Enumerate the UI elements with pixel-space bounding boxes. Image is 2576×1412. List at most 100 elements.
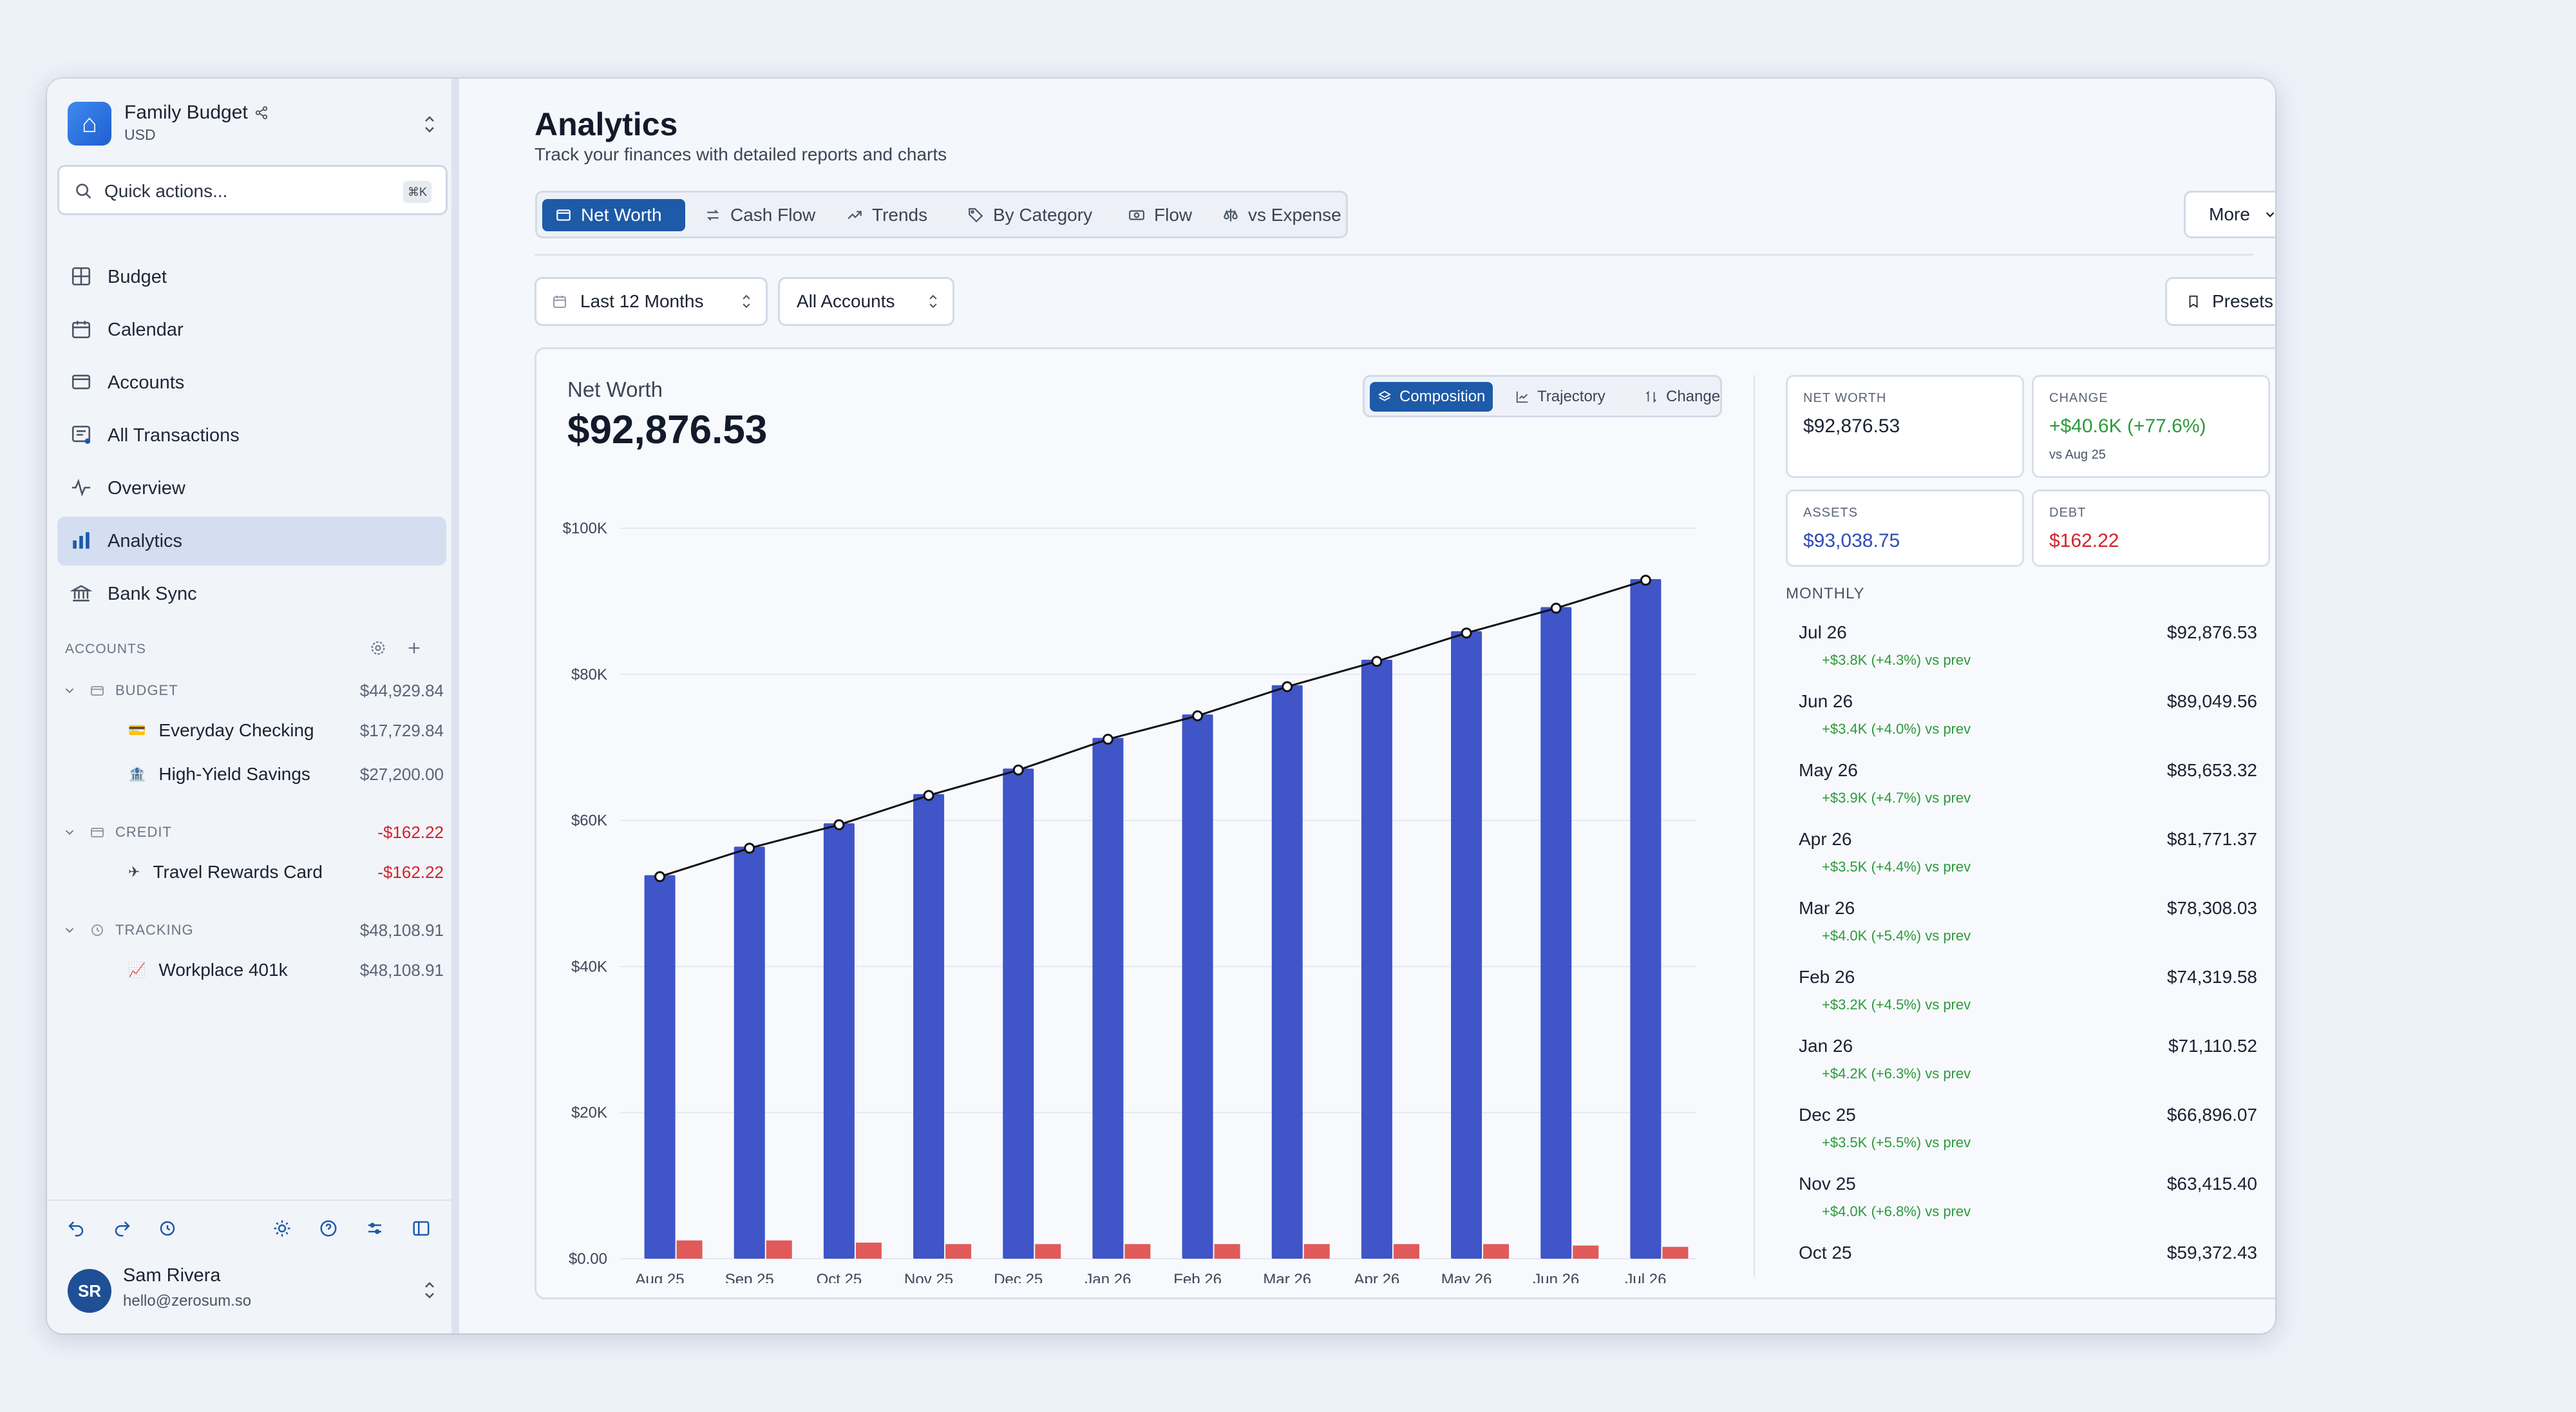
sidebar-item-label: Accounts	[108, 372, 185, 393]
account-workplace-401k[interactable]: 📈 Workplace 401k $48,108.91	[128, 960, 444, 980]
chevron-down-icon	[2263, 207, 2275, 222]
debt-bar	[1393, 1244, 1419, 1259]
main-content: Analytics Track your finances with detai…	[467, 79, 2275, 1333]
workspace-switcher-icon[interactable]	[423, 113, 436, 135]
workspace-currency: USD	[124, 126, 156, 143]
undo-icon[interactable]	[66, 1219, 86, 1238]
debt-bar	[1662, 1246, 1689, 1259]
monthly-list: Jul 26 $92,876.53 +$3.8K (+4.3%) vs prev Ju…	[1786, 620, 2270, 1296]
debt-bar	[766, 1240, 792, 1259]
add-account-icon[interactable]	[405, 639, 423, 657]
tab-by-category[interactable]: By Category	[954, 199, 1109, 231]
house-icon[interactable]: ⌂	[68, 102, 111, 146]
user-menu-chevron-icon[interactable]	[423, 1279, 436, 1301]
quick-actions-search[interactable]: Quick actions... ⌘K	[57, 165, 448, 215]
y-tick-label: $20K	[571, 1104, 607, 1121]
monthly-row-amount: $71,110.52	[2168, 1036, 2257, 1056]
monthly-row-amount: $59,372.43	[2166, 1243, 2257, 1263]
line-chart-icon	[1515, 390, 1530, 404]
bookmark-icon	[2186, 294, 2201, 309]
accounts-select[interactable]: All Accounts	[778, 277, 954, 326]
debt-bar	[1214, 1244, 1240, 1259]
sidebar-item-label: All Transactions	[108, 425, 240, 446]
sidebar-item-all-transactions[interactable]: All Transactions	[57, 411, 446, 460]
assets-bar	[734, 846, 765, 1259]
x-tick-label: Sep 25	[725, 1271, 774, 1283]
help-icon[interactable]	[319, 1219, 338, 1238]
debt-bar	[1035, 1244, 1061, 1259]
sidebar-item-budget[interactable]: Budget	[57, 253, 446, 301]
redo-icon[interactable]	[113, 1219, 132, 1238]
monthly-row: Jul 26 $92,876.53 +$3.8K (+4.3%) vs prev	[1786, 620, 2270, 689]
sidebar-item-accounts[interactable]: Accounts	[57, 358, 446, 407]
chevron-down-icon	[62, 683, 77, 698]
account-high-yield-savings[interactable]: 🏦 High-Yield Savings $27,200.00	[128, 764, 444, 784]
sidebar-item-label: Budget	[108, 267, 167, 287]
settings-sliders-icon[interactable]	[365, 1219, 384, 1238]
account-group-budget[interactable]: BUDGET $44,929.84	[62, 678, 444, 703]
tab-trends[interactable]: Trends	[833, 199, 948, 231]
history-icon[interactable]	[158, 1219, 177, 1238]
monthly-row: Jan 26 $71,110.52 +$4.2K (+6.3%) vs prev	[1786, 1033, 2270, 1102]
monthly-row-change: +$4.0K (+5.4%) vs prev	[1822, 928, 1971, 944]
app-window: ⌂ Family Budget USD Quick actions... ⌘K …	[47, 79, 2275, 1333]
y-tick-label: $80K	[571, 666, 607, 683]
sidebar-item-calendar[interactable]: Calendar	[57, 305, 446, 354]
wallet-icon	[555, 207, 572, 224]
sidebar-item-label: Calendar	[108, 320, 184, 340]
monthly-row-change: +$3.4K (+4.0%) vs prev	[1822, 721, 1971, 737]
user-email: hello@zerosum.so	[123, 1292, 252, 1310]
mode-composition[interactable]: Composition	[1370, 382, 1493, 412]
assets-bar	[1182, 714, 1213, 1259]
card-label: Net Worth	[567, 377, 663, 401]
monthly-row-change: +$3.5K (+5.5%) vs prev	[1822, 1134, 1971, 1150]
chart-mode-toggle: Composition Trajectory Change	[1363, 375, 1722, 417]
monthly-row-month: Dec 25	[1799, 1105, 1856, 1125]
avatar[interactable]: SR	[68, 1269, 111, 1313]
account-group-tracking[interactable]: TRACKING $48,108.91	[62, 917, 444, 943]
account-everyday-checking[interactable]: 💳 Everyday Checking $17,729.84	[128, 720, 444, 740]
sidebar-item-bank-sync[interactable]: Bank Sync	[57, 569, 446, 618]
tab-flow[interactable]: Flow	[1115, 199, 1203, 231]
bank-icon	[70, 582, 92, 604]
workspace-name[interactable]: Family Budget	[124, 102, 269, 124]
receipt-icon	[70, 424, 92, 446]
more-button[interactable]: More	[2184, 191, 2275, 238]
presets-button[interactable]: Presets	[2165, 277, 2275, 326]
sun-icon[interactable]	[272, 1219, 292, 1238]
chevron-down-icon	[62, 825, 77, 839]
calendar-icon	[552, 294, 567, 309]
account-travel-rewards-card[interactable]: ✈ Travel Rewards Card -$162.22	[128, 862, 444, 882]
net-worth-point	[744, 843, 755, 854]
net-worth-point	[1192, 710, 1204, 721]
folder-icon	[70, 371, 92, 393]
group-name: BUDGET	[115, 682, 178, 698]
sidebar-item-analytics[interactable]: Analytics	[57, 517, 446, 566]
assets-bar	[1451, 631, 1482, 1259]
bar-chart-icon	[70, 530, 92, 551]
sidebar-item-label: Analytics	[108, 531, 183, 551]
account-group-credit[interactable]: CREDIT -$162.22	[62, 819, 444, 845]
tab-cash-flow[interactable]: Cash Flow	[692, 199, 827, 231]
net-worth-point	[1282, 681, 1293, 692]
assets-bar	[1361, 660, 1392, 1259]
assets-bar	[1003, 768, 1034, 1259]
tab-vs-expense[interactable]: vs Expense	[1209, 199, 1342, 231]
x-tick-label: Aug 25	[636, 1271, 685, 1283]
mode-trajectory[interactable]: Trajectory	[1508, 382, 1613, 412]
account-row[interactable]	[128, 795, 444, 821]
layers-icon	[1378, 390, 1392, 404]
monthly-row-change: +$3.2K (+4.5%) vs prev	[1822, 997, 1971, 1013]
sidebar-toggle-icon[interactable]	[412, 1219, 431, 1238]
x-tick-label: Mar 26	[1263, 1271, 1311, 1283]
monthly-row-amount: $66,896.07	[2166, 1105, 2257, 1125]
net-worth-card: Net Worth $92,876.53 Composition Traject…	[535, 347, 2275, 1299]
mode-change[interactable]: Change	[1636, 382, 1728, 412]
monthly-row-amount: $89,049.56	[2166, 691, 2257, 711]
chevron-down-icon	[62, 923, 77, 937]
sidebar-item-overview[interactable]: Overview	[57, 464, 446, 513]
monthly-row: May 26 $85,653.32 +$3.9K (+4.7%) vs prev	[1786, 758, 2270, 826]
tab-net-worth[interactable]: Net Worth	[542, 199, 685, 231]
date-range-select[interactable]: Last 12 Months	[535, 277, 768, 326]
gear-icon[interactable]	[369, 639, 387, 657]
